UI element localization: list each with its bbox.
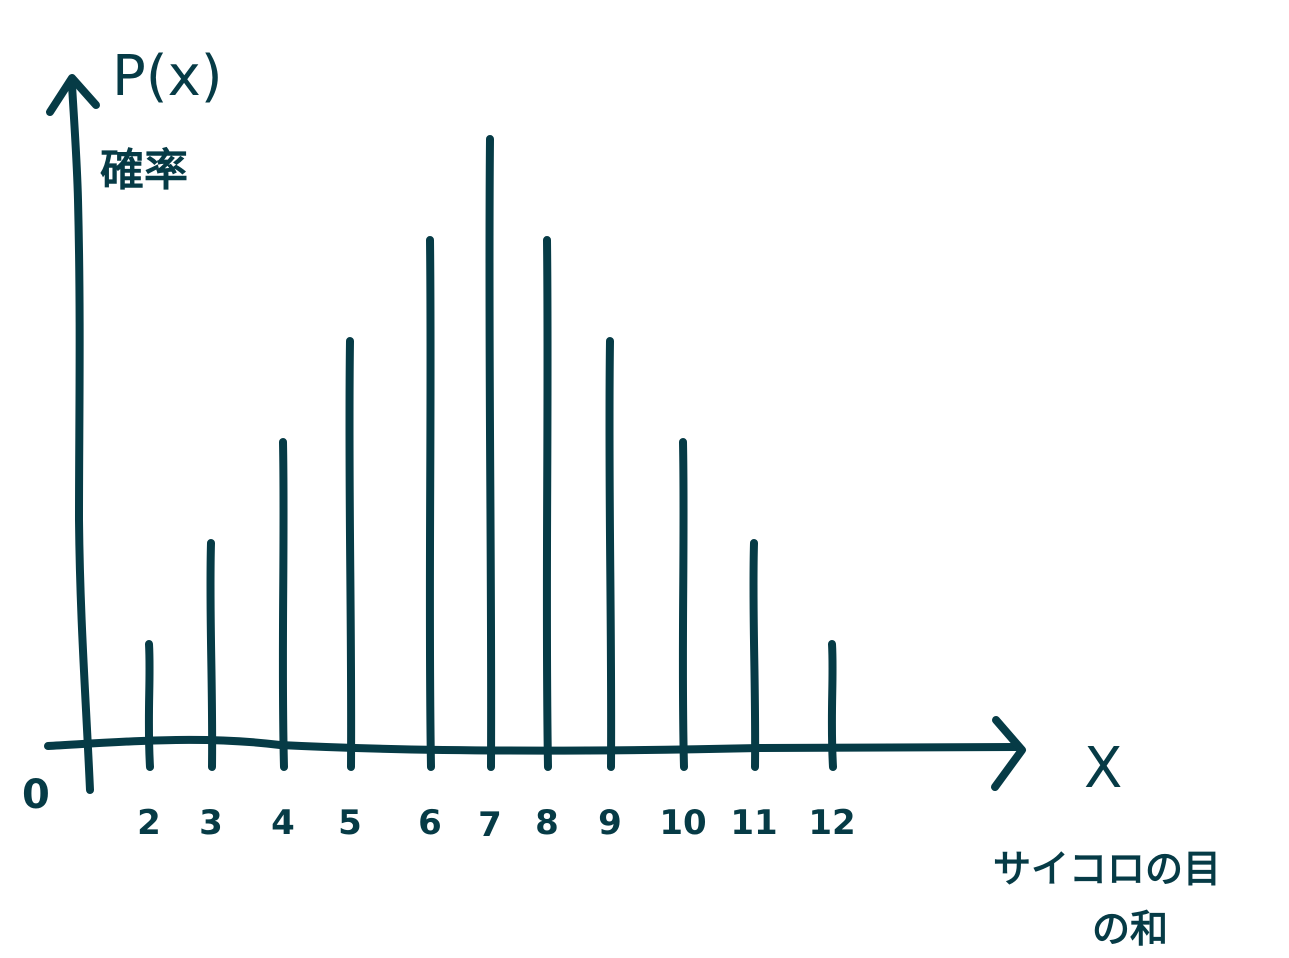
y-axis-arrowhead-icon [46, 74, 100, 116]
bars-group [144, 135, 837, 771]
tick-label-8: 8 [535, 803, 559, 843]
x-axis-caption-line2: の和 [1092, 907, 1168, 951]
tick-label-12: 12 [808, 803, 855, 843]
x-axis-symbol: X [1084, 736, 1122, 801]
y-axis [68, 81, 94, 794]
tick-labels-group: 2 3 4 5 6 7 8 9 10 11 12 [137, 803, 856, 845]
bar-3 [206, 539, 217, 771]
bar-2 [144, 640, 154, 771]
bar-4 [278, 438, 288, 771]
y-axis-subtitle: 確率 [100, 145, 188, 196]
tick-label-4: 4 [271, 803, 295, 843]
y-axis-title: P(x) [112, 44, 223, 109]
bar-8 [542, 236, 552, 771]
origin-label: 0 [22, 772, 50, 818]
x-axis-caption-line1: サイコロの目 [993, 847, 1221, 891]
tick-label-2: 2 [137, 803, 161, 843]
bar-11 [749, 539, 760, 771]
tick-label-11: 11 [730, 803, 777, 843]
bar-12 [827, 640, 837, 771]
tick-label-9: 9 [598, 803, 622, 843]
tick-label-10: 10 [659, 803, 706, 843]
bar-5 [345, 337, 356, 771]
tick-label-6: 6 [418, 803, 442, 843]
bar-6 [425, 236, 435, 771]
bar-9 [605, 337, 616, 771]
bar-7 [485, 135, 496, 771]
x-axis [44, 735, 1020, 755]
tick-label-5: 5 [338, 803, 362, 843]
bar-10 [678, 438, 688, 771]
tick-label-3: 3 [199, 803, 223, 843]
x-axis-arrowhead-icon [991, 716, 1026, 791]
tick-label-7: 7 [478, 805, 502, 845]
